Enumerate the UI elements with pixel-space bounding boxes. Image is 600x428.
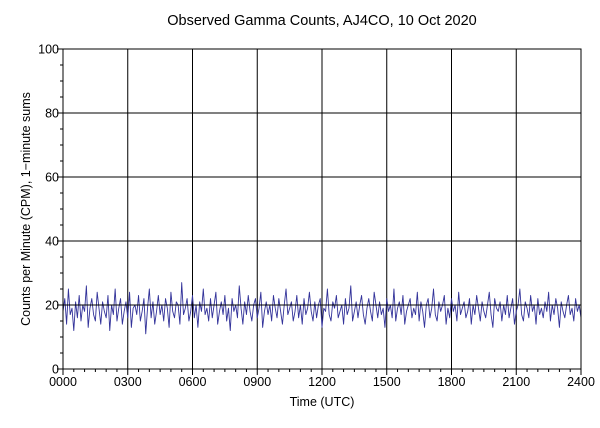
x-tick-label: 1800 <box>438 375 466 389</box>
y-axis-label: Counts per Minute (CPM), 1−minute sums <box>19 92 33 326</box>
ticks: 0000 0300 0600 0900 1200 1500 1800 2100 2400 0 20 4… <box>38 43 595 390</box>
chart-title: Observed Gamma Counts, AJ4CO, 10 Oct 202… <box>167 13 476 29</box>
x-tick-label: 0900 <box>243 375 271 389</box>
x-tick-label: 1200 <box>308 375 336 389</box>
x-tick-label: 1500 <box>373 375 401 389</box>
x-axis-label: Time (UTC) <box>290 395 355 409</box>
y-tick-label: 20 <box>45 299 59 313</box>
y-tick-label: 60 <box>45 171 59 185</box>
x-tick-label: 0300 <box>114 375 142 389</box>
series-line-0 <box>62 282 582 344</box>
x-tick-label: 2100 <box>502 375 530 389</box>
x-tick-label: 2400 <box>567 375 595 389</box>
y-tick-label: 100 <box>38 43 59 57</box>
series-layer <box>62 282 582 344</box>
y-tick-label: 0 <box>52 363 59 377</box>
x-tick-label: 0000 <box>49 375 77 389</box>
grid <box>63 49 581 369</box>
x-tick-label: 0600 <box>179 375 207 389</box>
y-tick-label: 40 <box>45 235 59 249</box>
y-tick-label: 80 <box>45 107 59 121</box>
